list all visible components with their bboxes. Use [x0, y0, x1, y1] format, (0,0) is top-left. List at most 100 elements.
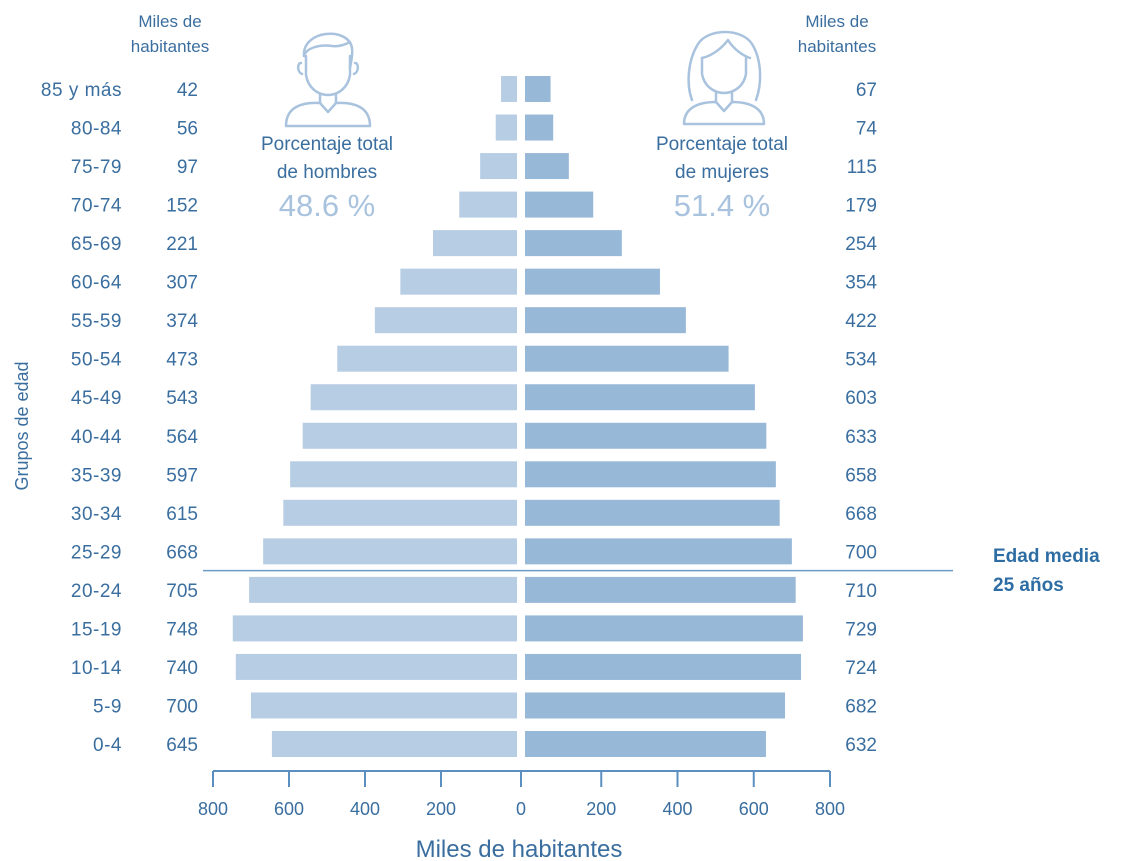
male-bar: [501, 76, 517, 102]
age-group-label: 75-79: [71, 157, 122, 178]
x-tick-label: 200: [426, 799, 456, 819]
male-bar: [251, 692, 517, 719]
male-value-label: 543: [166, 388, 198, 409]
age-group-label: 10-14: [71, 658, 122, 679]
x-tick-label: 400: [662, 799, 692, 819]
male-bar: [459, 191, 517, 218]
man-icon: [284, 32, 372, 128]
age-group-label: 40-44: [71, 427, 122, 448]
female-bar: [525, 191, 594, 218]
male-value-label: 748: [166, 619, 198, 640]
male-value-label: 700: [166, 696, 198, 717]
female-value-label: 633: [845, 427, 877, 448]
female-value-label: 729: [845, 619, 877, 640]
x-tick-label: 0: [516, 799, 526, 819]
woman-icon: [682, 30, 766, 126]
male-value-label: 564: [166, 427, 198, 448]
male-value-label: 597: [166, 465, 198, 486]
female-bar: [525, 499, 780, 526]
male-value-label: 97: [177, 157, 198, 178]
female-bar: [525, 345, 729, 372]
age-group-label: 70-74: [71, 196, 122, 217]
women-percentage-value: 51.4 %: [674, 188, 771, 223]
age-group-label: 60-64: [71, 273, 122, 294]
female-bar: [525, 422, 767, 449]
female-value-label: 603: [845, 388, 877, 409]
age-group-label: 20-24: [71, 581, 122, 602]
female-value-label: 254: [845, 234, 877, 255]
female-value-label: 710: [845, 581, 877, 602]
y-axis-title: Grupos de edad: [12, 361, 32, 490]
female-bar: [525, 538, 792, 565]
female-value-labels: 67 74 115 179 254 354 422 534 603 633 658 668 700 710…: [845, 80, 877, 756]
male-bar: [495, 114, 517, 141]
female-bar: [525, 307, 686, 334]
age-group-label: 85 y más: [41, 80, 122, 101]
female-value-label: 724: [845, 658, 877, 679]
male-value-labels: 42 56 97 152 221 307 374 473 543 564 597 615 668 705 7…: [166, 80, 198, 756]
male-value-label: 668: [166, 542, 198, 563]
female-bar: [525, 461, 776, 488]
female-bar: [525, 76, 551, 102]
female-bar: [525, 692, 786, 719]
female-bar: [525, 384, 755, 411]
age-group-label: 55-59: [71, 311, 122, 332]
x-tick-label: 400: [350, 799, 380, 819]
male-bar: [302, 422, 517, 449]
women-percentage-title-line2: de mujeres: [675, 162, 769, 183]
male-value-label: 56: [177, 119, 198, 140]
female-bar: [525, 114, 554, 141]
age-group-label: 35-39: [71, 465, 122, 486]
male-bar: [433, 230, 517, 257]
male-value-label: 152: [166, 196, 198, 217]
female-value-label: 354: [845, 273, 877, 294]
men-percentage-value: 48.6 %: [279, 188, 376, 223]
female-value-label: 668: [845, 504, 877, 525]
male-value-label: 615: [166, 504, 198, 525]
right-column-header-line2: habitantes: [798, 37, 876, 56]
male-value-label: 221: [166, 234, 198, 255]
female-value-label: 658: [845, 465, 877, 486]
age-group-label: 15-19: [71, 619, 122, 640]
female-bar: [525, 268, 660, 295]
female-value-label: 67: [856, 80, 877, 101]
female-value-label: 632: [845, 735, 877, 756]
age-group-label: 0-4: [93, 735, 122, 756]
age-group-labels: 85 y más 80-84 75-79 70-74 65-69 60-64 55-59 50…: [41, 80, 122, 756]
female-bars: [525, 76, 803, 757]
male-value-label: 473: [166, 350, 198, 371]
x-tick-label: 200: [586, 799, 616, 819]
men-percentage-title-line2: de hombres: [277, 162, 377, 183]
male-bar: [290, 461, 517, 488]
male-value-label: 645: [166, 735, 198, 756]
female-value-label: 534: [845, 350, 877, 371]
male-bar: [232, 615, 517, 642]
male-value-label: 740: [166, 658, 198, 679]
men-percentage-title-line1: Porcentaje total: [261, 134, 393, 155]
male-value-label: 307: [166, 273, 198, 294]
female-value-label: 700: [845, 542, 877, 563]
median-age-label-line1: Edad media: [993, 546, 1100, 567]
male-bar: [263, 538, 517, 565]
male-value-label: 705: [166, 581, 198, 602]
median-age-label-line2: 25 años: [993, 575, 1064, 596]
x-tick-label: 600: [274, 799, 304, 819]
x-axis-ticks: 800 600 400 200 0 200 400 600 800: [198, 771, 845, 819]
female-bar: [525, 653, 802, 680]
female-bar: [525, 230, 622, 257]
women-percentage-title-line1: Porcentaje total: [656, 134, 788, 155]
age-group-label: 50-54: [71, 350, 122, 371]
female-bar: [525, 576, 796, 603]
female-value-label: 179: [845, 196, 877, 217]
female-bar: [525, 615, 803, 642]
female-value-label: 422: [845, 311, 877, 332]
age-group-label: 25-29: [71, 542, 122, 563]
male-bar: [480, 153, 517, 180]
male-bar: [337, 345, 517, 372]
x-axis-title: Miles de habitantes: [416, 836, 623, 861]
right-column-header-line1: Miles de: [805, 12, 868, 31]
female-value-label: 74: [856, 119, 878, 140]
male-value-label: 374: [166, 311, 198, 332]
age-group-label: 5-9: [93, 696, 122, 717]
male-value-label: 42: [177, 80, 198, 101]
